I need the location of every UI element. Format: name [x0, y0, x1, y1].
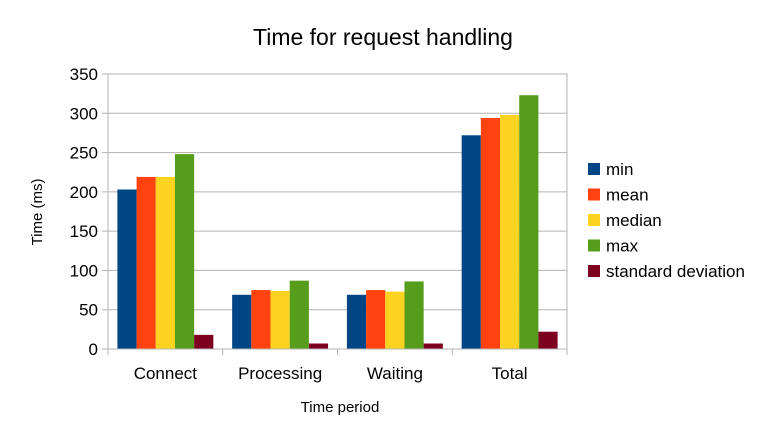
bar-standard-deviation-processing	[308, 343, 329, 349]
x-tick-label: Total	[492, 364, 528, 383]
y-tick-label: 150	[70, 222, 98, 241]
legend-label: standard deviation	[606, 262, 745, 281]
legend-swatch	[588, 265, 600, 277]
y-axis-label: Time (ms)	[29, 179, 46, 246]
x-tick-label: Connect	[134, 364, 198, 383]
x-tick-label: Waiting	[367, 364, 423, 383]
x-tick-label: Processing	[238, 364, 322, 383]
y-tick-label: 0	[89, 340, 98, 359]
bar-max-waiting	[404, 281, 424, 349]
y-tick-label: 350	[70, 65, 98, 84]
bar-mean-total	[480, 118, 501, 349]
legend-label: min	[606, 160, 633, 179]
x-tick-labels: Connect Processing Waiting Total	[134, 364, 528, 383]
bar-mean-processing	[251, 290, 271, 349]
legend: min mean median max standard deviation	[588, 160, 745, 281]
legend-swatch	[588, 239, 600, 252]
legend-swatch	[588, 188, 600, 201]
bar-mean-waiting	[366, 290, 386, 349]
legend-item: mean	[588, 186, 649, 205]
bar-min-total	[461, 135, 481, 349]
legend-label: median	[606, 211, 662, 230]
y-tick-label: 250	[70, 144, 98, 163]
bar-max-processing	[289, 280, 309, 349]
bar-median-total	[500, 114, 520, 349]
legend-swatch	[588, 163, 600, 175]
y-tick-label: 300	[70, 104, 98, 123]
axes	[102, 73, 568, 355]
bar-min-waiting	[346, 294, 367, 349]
bar-max-connect	[174, 154, 195, 349]
legend-label: max	[606, 237, 639, 256]
legend-swatch	[588, 214, 600, 226]
legend-item: min	[588, 160, 633, 179]
bar-median-waiting	[385, 291, 405, 349]
bar-min-processing	[232, 294, 252, 349]
legend-item: standard deviation	[588, 262, 745, 281]
bar-standard-deviation-waiting	[423, 343, 443, 349]
chart-title: Time for request handling	[253, 24, 513, 50]
legend-label: mean	[606, 186, 649, 205]
bar-median-processing	[270, 290, 290, 349]
y-tick-label: 50	[79, 301, 98, 320]
legend-item: median	[588, 211, 662, 230]
bars	[117, 95, 558, 349]
bar-max-total	[519, 95, 539, 349]
y-tick-label: 200	[70, 183, 98, 202]
x-axis-label: Time period	[301, 399, 380, 416]
legend-item: max	[588, 237, 639, 256]
bar-min-connect	[117, 189, 137, 349]
y-tick-label: 100	[70, 261, 98, 280]
bar-mean-connect	[136, 176, 156, 349]
bar-median-connect	[155, 176, 175, 349]
bar-standard-deviation-connect	[194, 334, 214, 349]
y-tick-labels: 0 50 100 150 200 250 300 350	[70, 65, 98, 359]
bar-standard-deviation-total	[538, 331, 558, 349]
